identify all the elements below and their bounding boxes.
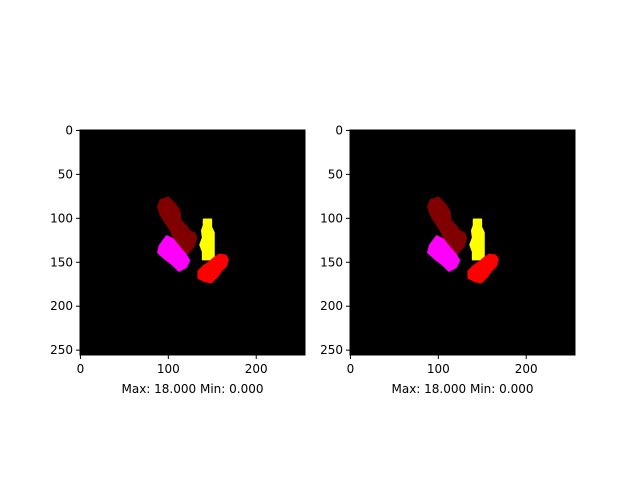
image-panel-right: 0 100 200 0 50 100 150 200 250 Max: 18.000 Min: 0… — [320, 123, 576, 396]
x-tick-label: 100 — [427, 362, 450, 376]
y-tick-label: 150 — [50, 255, 73, 269]
y-tick-label: 0 — [335, 123, 343, 137]
image-panel-left: 0 100 200 0 50 100 150 200 250 Max: 18.000 Min: 0… — [50, 123, 306, 396]
axes-frame — [349, 129, 576, 356]
label-region-3 — [427, 235, 461, 272]
x-tick-label: 0 — [347, 362, 355, 376]
x-tick-label: 0 — [77, 362, 85, 376]
x-tick-label: 100 — [157, 362, 180, 376]
y-tick-label: 200 — [50, 299, 73, 313]
x-axis-label-right: Max: 18.000 Min: 0.000 — [392, 382, 534, 396]
y-tick-label: 100 — [320, 211, 343, 225]
y-tick-label: 150 — [320, 255, 343, 269]
y-tick-label: 200 — [320, 299, 343, 313]
label-region-2 — [199, 218, 215, 261]
axes-frame — [79, 129, 306, 356]
label-region-2 — [469, 218, 485, 261]
label-region-1 — [157, 196, 198, 255]
y-tick-label: 0 — [65, 123, 73, 137]
x-tick-label: 200 — [515, 362, 538, 376]
x-tick-label: 200 — [245, 362, 268, 376]
label-region-3 — [157, 235, 191, 272]
y-tick-label: 50 — [328, 167, 343, 181]
y-tick-label: 250 — [50, 343, 73, 357]
label-region-4 — [467, 253, 499, 284]
y-tick-label: 250 — [320, 343, 343, 357]
label-region-1 — [427, 196, 468, 255]
y-tick-label: 100 — [50, 211, 73, 225]
y-tick-label: 50 — [58, 167, 73, 181]
x-axis-label-left: Max: 18.000 Min: 0.000 — [122, 382, 264, 396]
label-region-4 — [197, 253, 229, 284]
